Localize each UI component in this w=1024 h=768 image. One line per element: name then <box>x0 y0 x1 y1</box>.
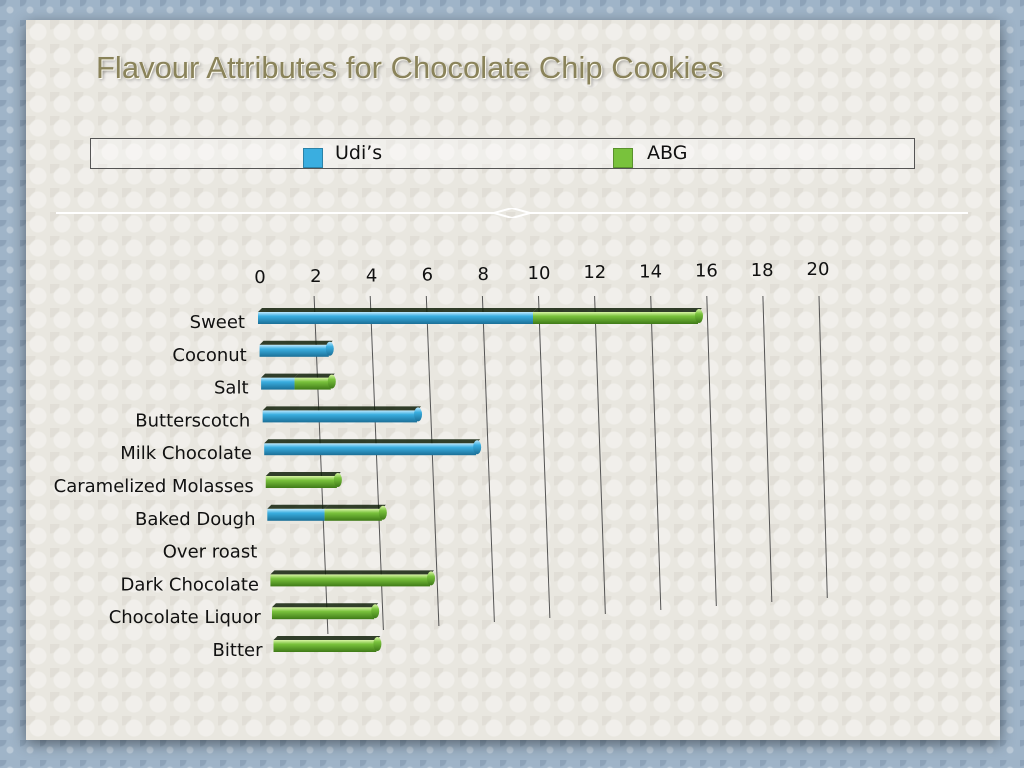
bar-segment-udis <box>262 406 422 423</box>
x-tick-label: 2 <box>310 266 321 287</box>
bar-segment-udis <box>261 373 299 390</box>
bar-segment-udis-face <box>259 344 329 357</box>
x-tick-label: 18 <box>751 260 774 281</box>
bar-segment-abg-face <box>533 312 698 324</box>
x-tick-label: 20 <box>807 259 830 280</box>
x-tick-label: 14 <box>639 261 662 282</box>
bar-segment-udis-face <box>267 508 325 521</box>
bar-end-cap <box>427 571 436 586</box>
legend-label-abg: ABG <box>647 142 688 164</box>
bar-end-cap <box>333 473 342 487</box>
bar-segment-abg-top <box>270 570 435 575</box>
bar-end-cap <box>325 341 334 356</box>
x-tick-label: 8 <box>477 264 488 285</box>
bar-segment-udis-face <box>262 410 418 423</box>
bar-segment-abg <box>273 636 381 652</box>
bar-segment-abg-face <box>324 508 382 521</box>
x-tick-label: 4 <box>366 265 377 286</box>
bar-segment-udis-face <box>264 443 477 456</box>
bar-segment-udis-top <box>261 373 299 378</box>
bar-segment-udis-face <box>258 312 533 324</box>
bar-segment-abg-face <box>271 607 375 620</box>
category-label: Baked Dough <box>135 509 256 530</box>
bar-end-cap <box>414 407 423 422</box>
bar-segment-abg-top <box>273 636 381 640</box>
bar-segment-abg <box>324 504 386 521</box>
category-label: Sweet <box>190 312 245 333</box>
bar-end-cap <box>378 505 387 520</box>
bar-end-cap <box>327 374 336 389</box>
bar-segment-udis <box>267 504 329 521</box>
x-tick-label: 16 <box>695 261 718 282</box>
bar-end-cap <box>373 637 382 651</box>
legend-swatch-abg <box>613 148 633 168</box>
bar-segment-udis <box>259 340 333 357</box>
x-tick-label: 6 <box>422 265 433 286</box>
gridline <box>594 295 606 615</box>
x-tick-label: 12 <box>583 262 606 283</box>
category-label: Coconut <box>172 345 246 366</box>
category-label: Butterscotch <box>135 410 250 431</box>
bar-segment-abg-top <box>271 603 379 608</box>
bar-segment-abg-top <box>533 308 702 312</box>
slide-background <box>26 20 1000 740</box>
legend-swatch-udis <box>303 148 323 168</box>
bar-segment-abg <box>265 472 341 488</box>
bar-segment-udis-top <box>262 406 422 411</box>
bar-segment-abg <box>294 373 335 390</box>
category-label: Salt <box>214 378 249 399</box>
bar-segment-udis <box>258 308 537 324</box>
legend: Udi’s ABG <box>90 138 915 169</box>
gridline <box>650 295 662 611</box>
bar-segment-abg-top <box>265 472 341 476</box>
bar-segment-abg <box>271 603 379 620</box>
bar-segment-udis <box>264 439 481 456</box>
bar-segment-udis-top <box>264 439 481 444</box>
gridline <box>762 295 773 603</box>
bar-segment-udis-face <box>261 377 295 390</box>
gridline <box>538 295 551 619</box>
gridline <box>481 295 495 623</box>
chart-title: Flavour Attributes for Chocolate Chip Co… <box>96 50 724 85</box>
bar-segment-abg <box>270 570 435 587</box>
bar-end-cap <box>371 604 380 619</box>
x-tick-label: 0 <box>254 267 265 288</box>
category-label: Milk Chocolate <box>120 443 252 464</box>
gridline <box>425 295 440 627</box>
category-label: Chocolate Liquor <box>109 607 262 628</box>
legend-label-udis: Udi’s <box>335 142 383 164</box>
bar-segment-abg-face <box>270 574 431 587</box>
bar-segment-udis-top <box>259 340 333 345</box>
category-label: Bitter <box>213 640 264 661</box>
category-label: Caramelized Molasses <box>54 476 254 497</box>
category-label: Over roast <box>163 542 258 563</box>
bar-segment-abg-top <box>294 373 335 378</box>
category-label: Dark Chocolate <box>121 574 260 595</box>
bar-segment-abg-top <box>324 504 386 509</box>
bar-segment-udis-top <box>267 504 329 509</box>
gridline <box>818 295 828 599</box>
bar-end-cap <box>695 309 703 323</box>
bar-segment-abg-face <box>273 640 377 652</box>
bar-segment-udis-top <box>258 308 537 312</box>
x-tick-label: 10 <box>528 263 551 284</box>
bar-segment-abg <box>533 308 702 324</box>
bar-end-cap <box>473 440 482 455</box>
bar-segment-abg-face <box>294 377 331 390</box>
section-divider <box>56 208 968 218</box>
gridline <box>706 295 717 607</box>
bar-segment-abg-face <box>265 476 337 488</box>
